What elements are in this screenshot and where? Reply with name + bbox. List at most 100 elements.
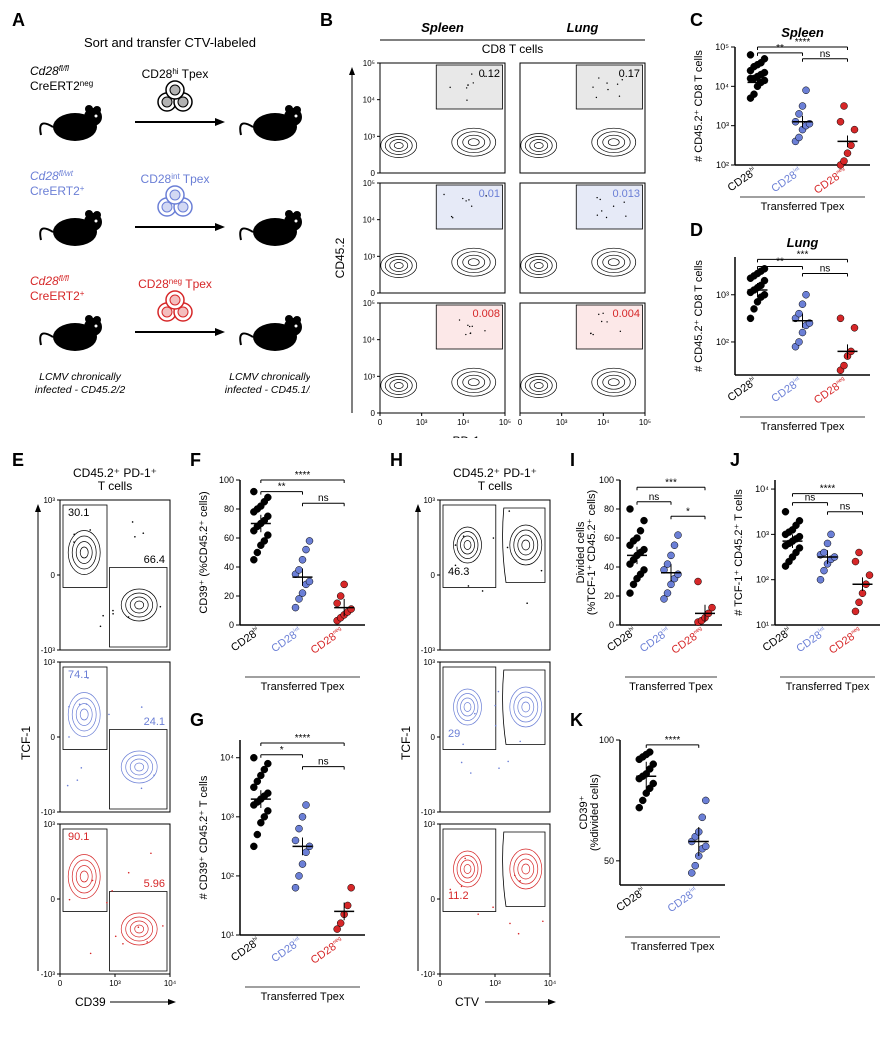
svg-text:CD28ⁿᵉᵍ: CD28ⁿᵉᵍ: [669, 625, 707, 657]
svg-text:24.1: 24.1: [144, 716, 165, 728]
svg-text:CD28neg Tpex: CD28neg Tpex: [138, 277, 212, 291]
svg-text:0.013: 0.013: [612, 188, 640, 200]
svg-text:90.1: 90.1: [68, 831, 89, 843]
svg-text:Lung: Lung: [787, 235, 819, 250]
svg-text:CD28ʰⁱ: CD28ʰⁱ: [725, 165, 759, 194]
svg-text:Cd28fl/wt: Cd28fl/wt: [30, 169, 74, 183]
svg-text:0.008: 0.008: [472, 308, 500, 320]
svg-text:100: 100: [599, 735, 614, 745]
svg-text:ns: ns: [318, 493, 329, 504]
svg-text:10²: 10²: [221, 871, 234, 881]
panel-i: 020406080100Divided cells(%TCF-1⁺ CD45.2…: [572, 465, 732, 695]
svg-text:CD28ⁱⁿᵗ: CD28ⁱⁿᵗ: [269, 625, 305, 655]
panel-j-svg: 10¹10²10³10⁴# TCF-1⁺ CD45.2⁺ T cellsCD28…: [730, 465, 890, 695]
svg-text:Transferred Tpex: Transferred Tpex: [786, 681, 870, 693]
svg-text:30.1: 30.1: [68, 507, 89, 519]
svg-text:CD28ⁿᵉᵍ: CD28ⁿᵉᵍ: [811, 375, 849, 407]
svg-text:CD28ʰⁱ: CD28ʰⁱ: [725, 375, 759, 404]
svg-text:46.3: 46.3: [448, 566, 469, 578]
svg-text:60: 60: [604, 533, 614, 543]
svg-text:10⁴: 10⁴: [597, 418, 610, 427]
svg-text:74.1: 74.1: [68, 669, 89, 681]
svg-text:CreERT2+: CreERT2+: [30, 184, 85, 198]
svg-text:Transferred Tpex: Transferred Tpex: [761, 421, 845, 433]
svg-text:10³: 10³: [423, 658, 435, 667]
svg-text:TCF-1: TCF-1: [400, 726, 413, 760]
svg-text:ns: ns: [318, 757, 329, 768]
svg-text:0: 0: [371, 409, 376, 418]
panel-d: Lung10²10³# CD45.2⁺ CD8 T cellsCD28ʰⁱCD2…: [690, 235, 880, 435]
panel-g: 10¹10²10³10⁴# CD39⁺ CD45.2⁺ T cellsCD28ʰ…: [195, 725, 375, 1005]
svg-text:80: 80: [604, 504, 614, 514]
svg-text:10³: 10³: [489, 979, 501, 988]
svg-text:CD28ⁿᵉᵍ: CD28ⁿᵉᵍ: [308, 625, 346, 657]
panel-e-svg: CD45.2⁺ PD-1⁺T cells30.166.4-10³010³74.1…: [20, 465, 180, 1025]
svg-text:Transferred Tpex: Transferred Tpex: [631, 941, 715, 953]
svg-text:Transferred Tpex: Transferred Tpex: [261, 991, 345, 1003]
svg-text:ns: ns: [805, 493, 816, 504]
svg-text:20: 20: [224, 591, 234, 601]
svg-text:10³: 10³: [363, 132, 375, 141]
svg-text:10³: 10³: [556, 418, 568, 427]
svg-text:CD45.2: CD45.2: [333, 237, 347, 278]
panel-a: Sort and transfer CTV-labeled Cd28fl/flC…: [30, 35, 310, 410]
svg-text:10⁵: 10⁵: [363, 299, 375, 308]
svg-text:66.4: 66.4: [144, 554, 165, 566]
svg-text:CreERT2+: CreERT2+: [30, 289, 85, 303]
svg-text:-10³: -10³: [421, 970, 436, 979]
svg-text:0: 0: [51, 895, 56, 904]
svg-text:ns: ns: [649, 492, 660, 503]
svg-text:10¹: 10¹: [756, 620, 769, 630]
svg-text:-10³: -10³: [41, 970, 56, 979]
svg-text:***: ***: [665, 477, 677, 488]
svg-text:CD28ⁿᵉᵍ: CD28ⁿᵉᵍ: [811, 165, 849, 197]
svg-text:10³: 10³: [716, 121, 729, 131]
svg-text:# TCF-1⁺ CD45.2⁺ T cells: # TCF-1⁺ CD45.2⁺ T cells: [733, 489, 745, 616]
svg-text:*: *: [280, 745, 284, 756]
svg-text:Transferred Tpex: Transferred Tpex: [761, 201, 845, 213]
svg-text:CD39: CD39: [75, 995, 106, 1009]
svg-text:-10³: -10³: [41, 646, 56, 655]
svg-text:10⁴: 10⁴: [363, 96, 376, 105]
svg-text:10⁵: 10⁵: [363, 179, 375, 188]
svg-text:infected - CD45.2/2: infected - CD45.2/2: [35, 384, 126, 396]
svg-text:0: 0: [371, 289, 376, 298]
svg-text:0.17: 0.17: [619, 68, 640, 80]
svg-text:50: 50: [604, 856, 614, 866]
svg-text:10³: 10³: [221, 812, 234, 822]
panel-i-svg: 020406080100Divided cells(%TCF-1⁺ CD45.2…: [572, 465, 732, 695]
svg-text:****: ****: [295, 470, 311, 481]
panel-c-svg: Spleen10²10³10⁴10⁵# CD45.2⁺ CD8 T cellsC…: [690, 25, 880, 215]
svg-text:CD28int Tpex: CD28int Tpex: [141, 172, 210, 186]
svg-text:LCMV chronically: LCMV chronically: [39, 371, 121, 383]
svg-text:10⁴: 10⁴: [755, 484, 769, 494]
svg-text:# CD45.2⁺ CD8 T cells: # CD45.2⁺ CD8 T cells: [693, 50, 705, 162]
svg-text:Transferred Tpex: Transferred Tpex: [261, 681, 345, 693]
svg-text:-10³: -10³: [41, 808, 56, 817]
figure-container: A Sort and transfer CTV-labeled Cd28fl/f…: [10, 10, 881, 1040]
svg-text:CD28ⁱⁿᵗ: CD28ⁱⁿᵗ: [769, 165, 805, 195]
svg-text:CD28ⁿᵉᵍ: CD28ⁿᵉᵍ: [308, 935, 346, 967]
panel-d-svg: Lung10²10³# CD45.2⁺ CD8 T cellsCD28ʰⁱCD2…: [690, 235, 880, 435]
svg-text:10³: 10³: [109, 979, 121, 988]
svg-text:11.2: 11.2: [448, 890, 469, 902]
panel-e: CD45.2⁺ PD-1⁺T cells30.166.4-10³010³74.1…: [20, 465, 180, 1025]
svg-text:CD28ʰⁱ: CD28ʰⁱ: [614, 885, 648, 914]
panel-f-svg: 020406080100CD39⁺ (%CD45.2⁺ cells)CD28ʰⁱ…: [195, 465, 375, 695]
svg-text:Spleen: Spleen: [421, 20, 464, 35]
svg-text:TCF-1: TCF-1: [20, 726, 33, 760]
svg-text:Cd28fl/fl: Cd28fl/fl: [30, 274, 69, 288]
svg-text:0.004: 0.004: [612, 308, 640, 320]
panel-b: SpleenLungCD8 T cells0.12010³10⁴10⁵0.170…: [330, 18, 670, 438]
svg-text:10³: 10³: [43, 820, 55, 829]
svg-text:T cells: T cells: [98, 479, 132, 493]
svg-text:PD-1: PD-1: [453, 434, 481, 438]
svg-text:10⁴: 10⁴: [363, 336, 376, 345]
svg-text:10⁵: 10⁵: [363, 59, 375, 68]
panel-f: 020406080100CD39⁺ (%CD45.2⁺ cells)CD28ʰⁱ…: [195, 465, 375, 695]
svg-text:10³: 10³: [43, 658, 55, 667]
svg-text:0: 0: [58, 979, 63, 988]
svg-text:CD28ⁱⁿᵗ: CD28ⁱⁿᵗ: [269, 935, 305, 965]
svg-text:10³: 10³: [363, 372, 375, 381]
svg-text:****: ****: [295, 733, 311, 744]
